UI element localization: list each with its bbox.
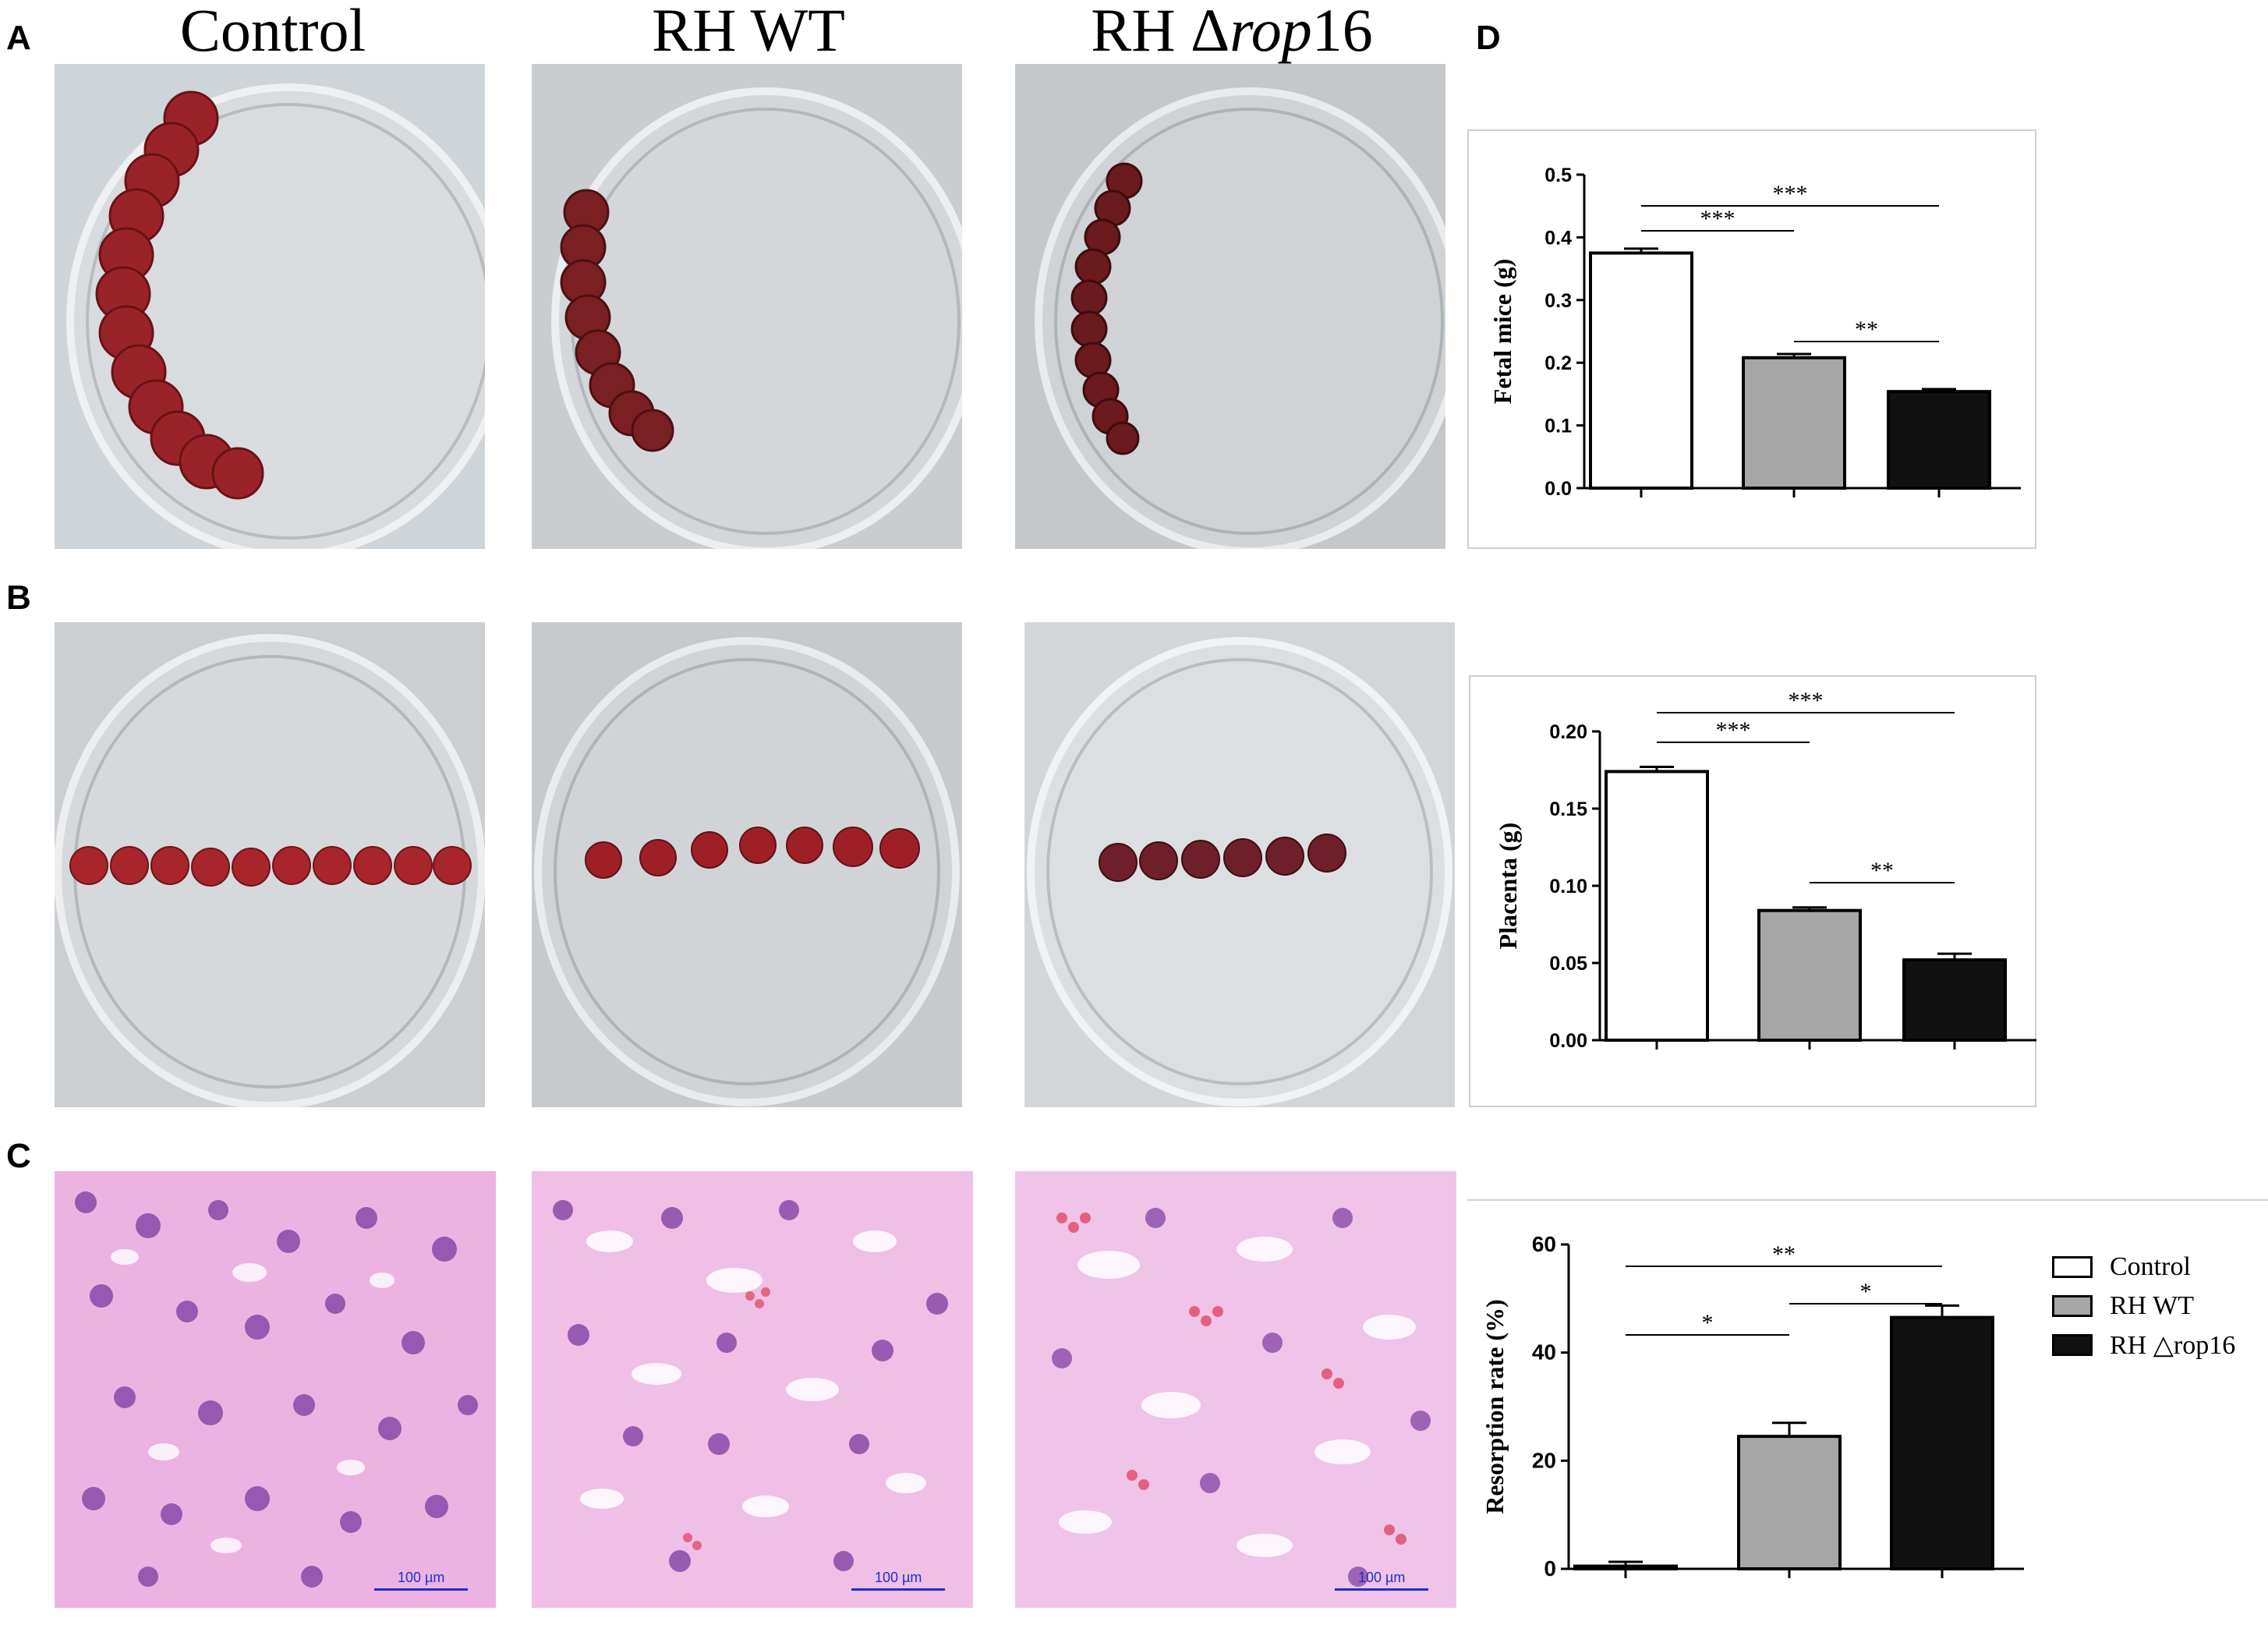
y-tick-label: 60 xyxy=(1532,1232,1556,1256)
histology-rh-rop16: 100 µm xyxy=(1015,1171,1456,1608)
panel-letter-d: D xyxy=(1476,19,1501,57)
column-title-control: Control xyxy=(179,0,366,64)
y-tick-label: 0.20 xyxy=(1549,721,1587,743)
legend-item-rh-wt: RH WT xyxy=(2052,1287,2235,1326)
bar-rh-wt xyxy=(1737,1435,1842,1570)
significance-label: ** xyxy=(1772,1241,1796,1267)
y-tick-label: 0.10 xyxy=(1549,876,1587,897)
placenta-control-image xyxy=(55,622,485,1107)
y-tick-label: 40 xyxy=(1532,1340,1556,1365)
bar-control xyxy=(1573,1564,1678,1570)
legend-swatch-rh-wt xyxy=(2052,1295,2093,1317)
y-tick-label: 0.1 xyxy=(1544,416,1572,437)
significance-label: *** xyxy=(1773,181,1808,207)
legend-item-control: Control xyxy=(2052,1248,2235,1287)
uterus-rh-wt-image xyxy=(532,64,962,549)
panel-letter-b: B xyxy=(6,579,31,617)
y-tick-label: 20 xyxy=(1532,1448,1556,1472)
significance-label: ** xyxy=(1855,317,1878,342)
bar-rh-wt xyxy=(1742,356,1846,490)
y-tick-label: 0.00 xyxy=(1549,1030,1587,1052)
bar-rh-rop16 xyxy=(1902,958,2007,1043)
significance-label: * xyxy=(1860,1279,1872,1305)
y-tick-label: 0.0 xyxy=(1544,478,1572,500)
y-tick-label: 0.15 xyxy=(1549,798,1587,820)
scalebar-label-control: 100 µm xyxy=(398,1570,445,1585)
legend-label-control: Control xyxy=(2110,1252,2191,1281)
photo-placenta-rh-rop16 xyxy=(1024,622,1455,1107)
legend-swatch-rh-rop16 xyxy=(2052,1334,2093,1356)
y-tick-label: 0.4 xyxy=(1544,227,1572,249)
y-axis-title: Placenta (g) xyxy=(1494,823,1522,950)
rop16-title-italic: rop xyxy=(1230,0,1312,64)
scalebar-line-rh-rop16 xyxy=(1335,1588,1428,1591)
legend-label-rh-rop16: RH △rop16 xyxy=(2110,1331,2236,1360)
y-tick-label: 0.2 xyxy=(1544,352,1572,374)
legend: Control RH WT RH △rop16 xyxy=(2052,1248,2235,1365)
legend-swatch-control xyxy=(2052,1256,2093,1278)
photo-placenta-rh-wt xyxy=(532,622,962,1107)
photo-uterus-control xyxy=(55,64,485,549)
uterus-control-image xyxy=(55,64,485,549)
rop16-title-suffix: 16 xyxy=(1311,0,1373,64)
column-title-rh-wt: RH WT xyxy=(652,0,845,64)
significance-label: ** xyxy=(1870,858,1894,883)
bar-rh-wt xyxy=(1757,908,1862,1043)
bar-rh-rop16 xyxy=(1890,1315,1994,1570)
bar-control xyxy=(1605,770,1709,1042)
placenta-rh-wt-image xyxy=(532,622,962,1107)
panel-letter-a: A xyxy=(6,19,31,57)
rop16-title-prefix: RH Δ xyxy=(1091,0,1230,64)
scalebar-line-control xyxy=(374,1588,468,1591)
column-title-rh-rop16: RH Δrop16 xyxy=(1014,0,1450,65)
bar-control xyxy=(1589,251,1693,490)
y-tick-label: 0.5 xyxy=(1544,165,1572,186)
uterus-rh-rop16-image xyxy=(1015,64,1445,549)
histology-rh-wt-image xyxy=(532,1171,973,1608)
y-tick-label: 0 xyxy=(1544,1556,1556,1581)
scalebar-label-rh-wt: 100 µm xyxy=(875,1570,922,1585)
significance-label: *** xyxy=(1700,206,1735,232)
chart-resorption-divider xyxy=(1467,1199,2268,1201)
legend-item-rh-rop16: RH △rop16 xyxy=(2052,1326,2235,1365)
y-axis-title: Fetal mice (g) xyxy=(1488,259,1516,405)
significance-label: *** xyxy=(1789,688,1824,713)
placenta-rh-rop16-image xyxy=(1024,622,1455,1107)
histology-rh-wt: 100 µm xyxy=(532,1171,973,1608)
histology-control: 100 µm xyxy=(55,1171,496,1608)
legend-label-rh-wt: RH WT xyxy=(2110,1291,2194,1320)
significance-label: * xyxy=(1702,1310,1714,1336)
photo-uterus-rh-rop16 xyxy=(1015,64,1445,549)
y-axis-title: Resorption rate (%) xyxy=(1481,1299,1509,1513)
bar-rh-rop16 xyxy=(1887,390,1991,490)
histology-rh-rop16-image xyxy=(1015,1171,1456,1608)
histology-control-image xyxy=(55,1171,496,1608)
y-tick-label: 0.3 xyxy=(1544,290,1572,312)
photo-uterus-rh-wt xyxy=(532,64,962,549)
scalebar-line-rh-wt xyxy=(851,1588,945,1591)
photo-placenta-control xyxy=(55,622,485,1107)
y-tick-label: 0.05 xyxy=(1549,953,1587,975)
scalebar-label-rh-rop16: 100 µm xyxy=(1358,1570,1406,1585)
significance-label: *** xyxy=(1716,717,1751,743)
panel-letter-c: C xyxy=(6,1137,31,1175)
